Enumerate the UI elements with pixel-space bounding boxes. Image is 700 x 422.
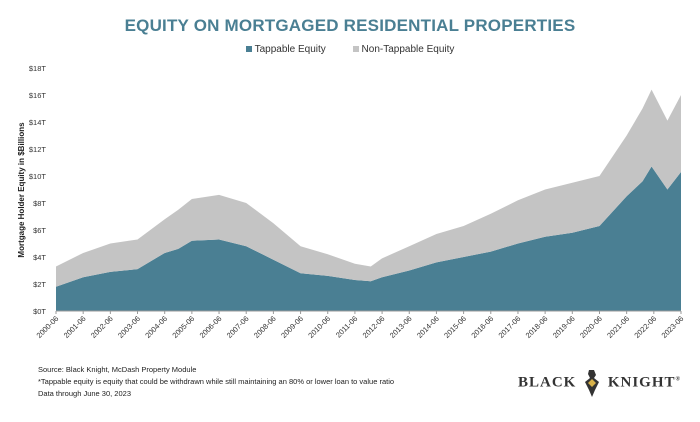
legend-label: Tappable Equity	[254, 44, 326, 55]
footnote: *Tappable equity is equity that could be…	[38, 377, 395, 386]
x-tick-label: 2002-06	[89, 314, 115, 340]
x-tick-label: 2020-06	[578, 314, 604, 340]
y-tick-label: $6T	[33, 226, 46, 235]
x-tick-label: 2019-06	[551, 314, 577, 340]
x-tick-label: 2007-06	[225, 314, 251, 340]
legend-swatch	[352, 46, 359, 53]
y-tick-label: $2T	[33, 280, 46, 289]
x-tick-label: 2023-06	[660, 314, 686, 340]
x-tick-label: 2006-06	[198, 314, 224, 340]
legend-swatch	[245, 46, 252, 53]
x-tick-label: 2010-06	[306, 314, 332, 340]
x-tick-label: 2004-06	[143, 314, 169, 340]
data-through-note: Data through June 30, 2023	[38, 389, 131, 398]
x-tick-label: 2018-06	[524, 314, 550, 340]
y-tick-label: $12T	[29, 145, 47, 154]
x-tick-label: 2000-06	[35, 314, 61, 340]
black-knight-logo: BLACK KNIGHT®	[518, 368, 681, 398]
x-tick-label: 2022-06	[632, 314, 658, 340]
x-tick-label: 2016-06	[469, 314, 495, 340]
y-tick-label: $14T	[29, 118, 47, 127]
area-series-non-tappable	[56, 89, 681, 287]
x-tick-label: 2013-06	[388, 314, 414, 340]
legend-item-tappable: Tappable Equity	[245, 44, 326, 55]
y-tick-label: $4T	[33, 253, 46, 262]
x-tick-label: 2012-06	[361, 314, 387, 340]
plot-area: $0T $2T $4T $6T $8T $10T $12T $14T $16T $18T 2000-…	[17, 64, 686, 340]
x-tick-label: 2017-06	[497, 314, 523, 340]
y-tick-label: $16T	[29, 91, 47, 100]
logo-text-left: BLACK	[518, 374, 577, 391]
x-tick-label: 2021-06	[605, 314, 631, 340]
y-tick-label: $8T	[33, 199, 46, 208]
logo-text-right: KNIGHT	[607, 374, 676, 391]
y-axis-label: Mortgage Holder Equity in $Billions	[17, 122, 26, 258]
y-tick-label: $0T	[33, 307, 46, 316]
x-tick-label: 2011-06	[334, 314, 359, 339]
legend-label: Non-Tappable Equity	[361, 44, 455, 55]
knight-icon	[585, 370, 600, 397]
x-tick-label: 2015-06	[442, 314, 468, 340]
x-tick-label: 2001-06	[62, 314, 88, 340]
x-tick-label: 2009-06	[279, 314, 305, 340]
y-tick-label: $10T	[29, 172, 47, 181]
logo-registered-mark: ®	[675, 376, 682, 383]
y-tick-label: $18T	[29, 64, 47, 73]
x-tick-label: 2014-06	[415, 314, 441, 340]
legend: Tappable Equity Non-Tappable Equity	[0, 44, 700, 55]
area-series-tappable	[56, 166, 681, 311]
x-tick-label: 2008-06	[252, 314, 278, 340]
x-tick-label: 2005-06	[170, 314, 196, 340]
source-note: Source: Black Knight, McDash Property Mo…	[38, 365, 197, 374]
chart-title: EQUITY ON MORTGAGED RESIDENTIAL PROPERTI…	[124, 16, 576, 35]
footer: Source: Black Knight, McDash Property Mo…	[38, 364, 394, 400]
legend-item-non-tappable: Non-Tappable Equity	[352, 44, 455, 55]
x-tick-label: 2003-06	[116, 314, 142, 340]
